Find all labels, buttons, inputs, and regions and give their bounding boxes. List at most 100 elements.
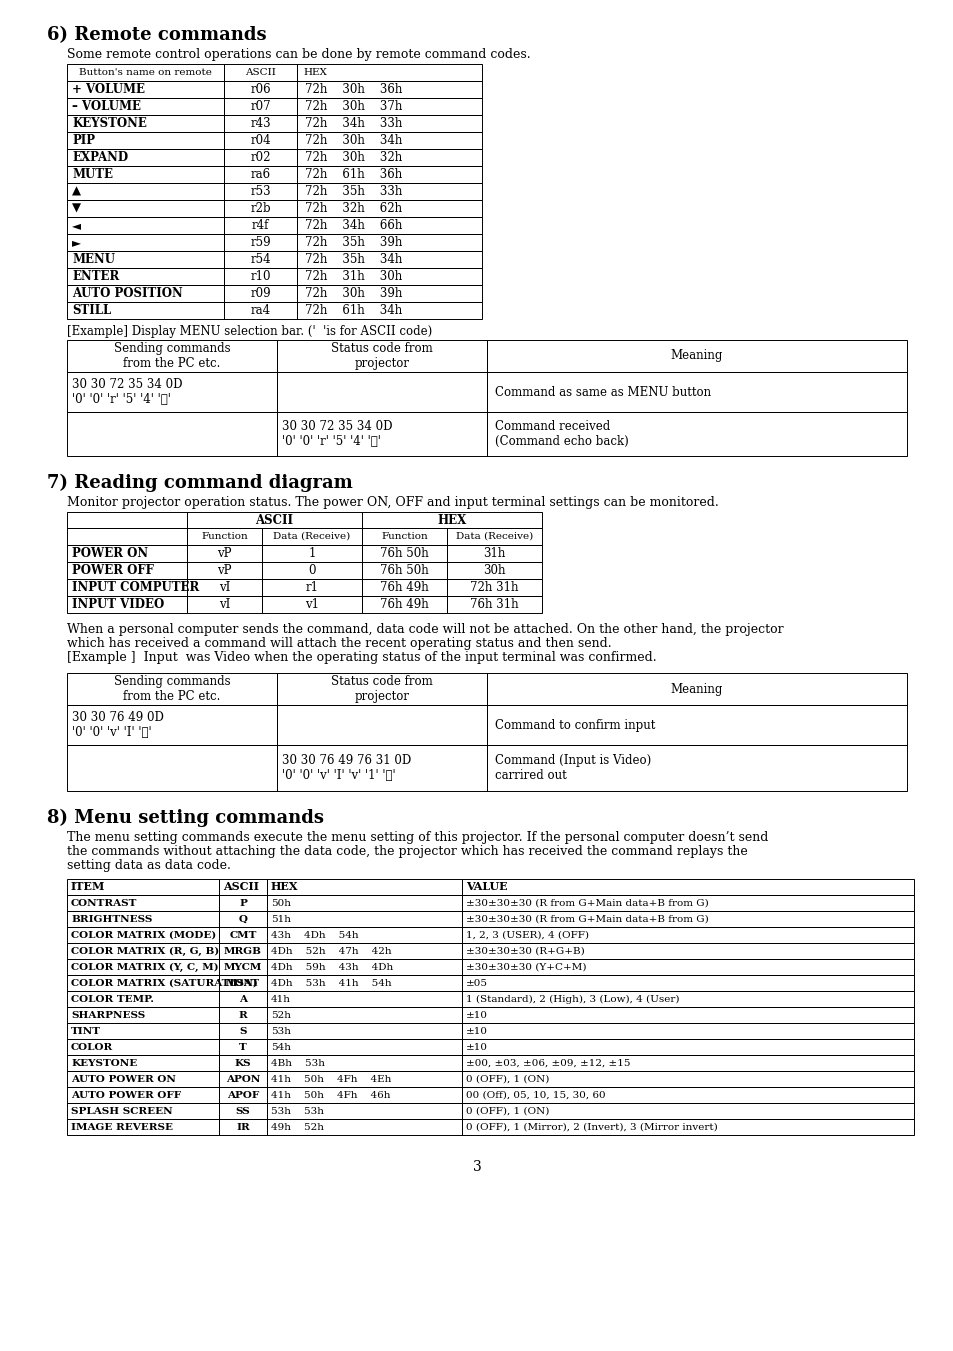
Text: ▲: ▲ xyxy=(71,185,81,199)
Bar xyxy=(296,166,481,182)
Text: Command received
(Command echo back): Command received (Command echo back) xyxy=(495,420,628,449)
Bar xyxy=(267,1088,461,1102)
Bar xyxy=(267,959,461,975)
Text: 72h    61h    36h: 72h 61h 36h xyxy=(305,168,402,181)
Bar xyxy=(262,528,361,544)
Bar xyxy=(219,1119,267,1135)
Text: which has received a command will attach the recent operating status and then se: which has received a command will attach… xyxy=(67,638,611,650)
Text: SHARPNESS: SHARPNESS xyxy=(71,1011,145,1020)
Bar xyxy=(461,1055,913,1071)
Bar xyxy=(461,1023,913,1039)
Bar xyxy=(187,512,361,528)
Text: vI: vI xyxy=(218,598,230,611)
Bar xyxy=(267,1023,461,1039)
Bar xyxy=(219,1023,267,1039)
Bar xyxy=(296,251,481,267)
Bar xyxy=(486,744,906,790)
Text: ENTER: ENTER xyxy=(71,270,119,282)
Text: ◄: ◄ xyxy=(71,219,81,232)
Bar xyxy=(296,200,481,218)
Text: Function: Function xyxy=(201,532,248,540)
Bar xyxy=(67,992,219,1006)
Text: ±10: ±10 xyxy=(465,1011,488,1020)
Bar xyxy=(67,267,224,285)
Text: 72h    30h    34h: 72h 30h 34h xyxy=(305,134,402,147)
Text: S: S xyxy=(239,1027,247,1035)
Text: T: T xyxy=(239,1043,247,1051)
Bar xyxy=(67,1055,219,1071)
Text: 6) Remote commands: 6) Remote commands xyxy=(47,26,266,45)
Text: HEX: HEX xyxy=(436,513,466,527)
Text: AUTO POWER ON: AUTO POWER ON xyxy=(71,1074,175,1084)
Bar xyxy=(461,1039,913,1055)
Bar xyxy=(67,372,276,412)
Bar xyxy=(224,218,296,234)
Bar xyxy=(447,528,541,544)
Text: 72h    61h    34h: 72h 61h 34h xyxy=(305,304,402,317)
Bar xyxy=(67,528,187,544)
Text: ±30±30±30 (R from G+Main data+B from G): ±30±30±30 (R from G+Main data+B from G) xyxy=(465,915,708,924)
Text: Button's name on remote: Button's name on remote xyxy=(79,68,212,77)
Text: CMT: CMT xyxy=(229,931,256,939)
Text: 72h    34h    66h: 72h 34h 66h xyxy=(305,219,402,232)
Text: [Example] Display MENU selection bar. ('  'is for ASCII code): [Example] Display MENU selection bar. ('… xyxy=(67,326,432,338)
Text: vP: vP xyxy=(217,563,232,577)
Bar xyxy=(296,99,481,115)
Text: KEYSTONE: KEYSTONE xyxy=(71,118,147,130)
Bar xyxy=(67,1119,219,1135)
Text: SPLASH SCREEN: SPLASH SCREEN xyxy=(71,1106,172,1116)
Bar xyxy=(187,580,262,596)
Bar xyxy=(187,562,262,580)
Bar xyxy=(219,959,267,975)
Text: Function: Function xyxy=(381,532,428,540)
Bar xyxy=(267,1071,461,1088)
Bar xyxy=(224,166,296,182)
Text: 72h    30h    36h: 72h 30h 36h xyxy=(305,82,402,96)
Text: ±30±30±30 (R from G+Main data+B from G): ±30±30±30 (R from G+Main data+B from G) xyxy=(465,898,708,908)
Text: Data (Receive): Data (Receive) xyxy=(456,532,533,540)
Bar xyxy=(67,943,219,959)
Text: ASCII: ASCII xyxy=(255,513,294,527)
Text: r04: r04 xyxy=(250,134,271,147)
Bar xyxy=(276,412,486,457)
Bar xyxy=(67,115,224,132)
Bar xyxy=(276,705,486,744)
Text: r43: r43 xyxy=(250,118,271,130)
Bar xyxy=(187,528,262,544)
Bar xyxy=(486,340,906,372)
Bar xyxy=(296,182,481,200)
Text: EXPAND: EXPAND xyxy=(71,151,128,163)
Text: 50h: 50h xyxy=(271,898,291,908)
Text: COLOR MATRIX (SATURATION): COLOR MATRIX (SATURATION) xyxy=(71,978,257,988)
Text: ASCII: ASCII xyxy=(223,881,258,893)
Text: r02: r02 xyxy=(250,151,271,163)
Text: When a personal computer sends the command, data code will not be attached. On t: When a personal computer sends the comma… xyxy=(67,623,782,636)
Bar xyxy=(296,285,481,303)
Text: r06: r06 xyxy=(250,82,271,96)
Text: 31h: 31h xyxy=(483,547,505,561)
Text: APON: APON xyxy=(226,1074,260,1084)
Text: 52h: 52h xyxy=(271,1011,291,1020)
Bar xyxy=(67,303,224,319)
Text: r2b: r2b xyxy=(250,203,271,215)
Bar xyxy=(67,911,219,927)
Text: Meaning: Meaning xyxy=(670,350,722,362)
Text: v1: v1 xyxy=(305,598,318,611)
Bar xyxy=(67,1088,219,1102)
Bar xyxy=(67,149,224,166)
Text: [Example ]  Input  was Video when the operating status of the input terminal was: [Example ] Input was Video when the oper… xyxy=(67,651,656,663)
Text: 0 (OFF), 1 (Mirror), 2 (Invert), 3 (Mirror invert): 0 (OFF), 1 (Mirror), 2 (Invert), 3 (Mirr… xyxy=(465,1123,717,1132)
Bar xyxy=(361,580,447,596)
Bar xyxy=(262,562,361,580)
Text: 0 (OFF), 1 (ON): 0 (OFF), 1 (ON) xyxy=(465,1106,549,1116)
Bar xyxy=(267,992,461,1006)
Text: 72h    30h    37h: 72h 30h 37h xyxy=(305,100,402,113)
Bar xyxy=(267,1119,461,1135)
Text: setting data as data code.: setting data as data code. xyxy=(67,859,231,871)
Bar xyxy=(219,911,267,927)
Text: vP: vP xyxy=(217,547,232,561)
Bar xyxy=(219,943,267,959)
Text: AUTO POSITION: AUTO POSITION xyxy=(71,286,183,300)
Text: r59: r59 xyxy=(250,236,271,249)
Text: Status code from
projector: Status code from projector xyxy=(331,342,433,370)
